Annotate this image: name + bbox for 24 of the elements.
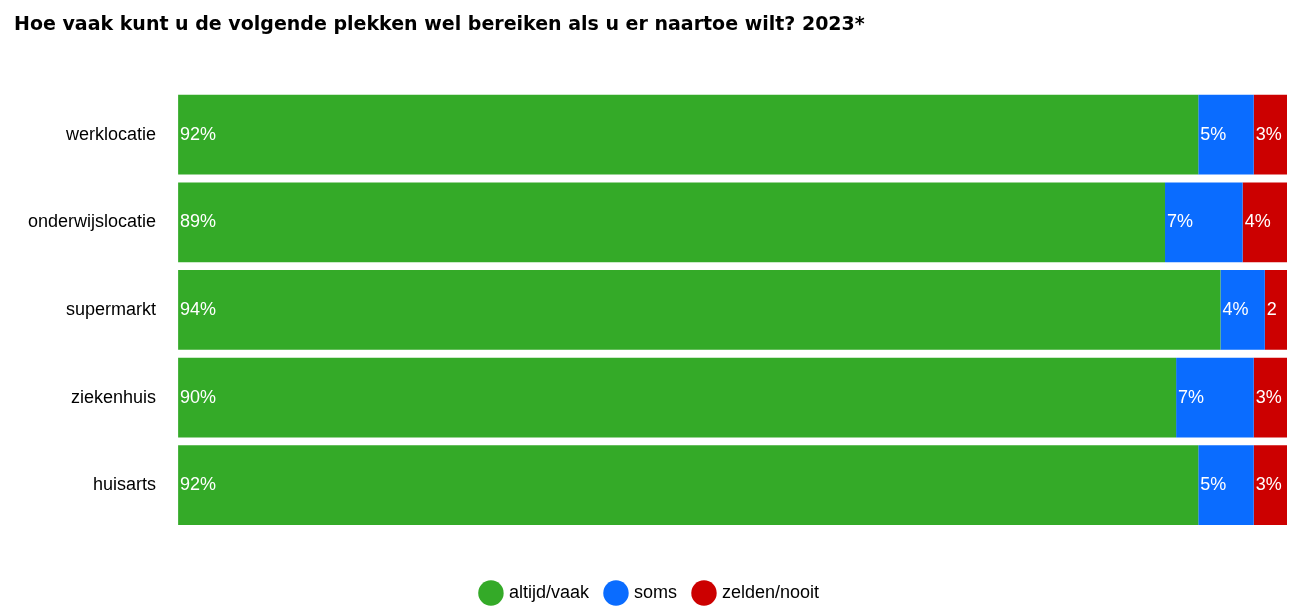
data-label: 3% [1255,123,1282,144]
legend-label: zelden/nooit [721,581,820,602]
y-tick-label: werklocatie [65,123,157,144]
y-tick-label: supermarkt [66,298,157,319]
y-tick-label: huisarts [93,474,157,495]
chart-title: Hoe vaak kunt u de volgende plekken wel bereiken als u er naartoe wilt? 2023* [14,12,865,35]
legend-label: altijd/vaak [508,581,590,602]
data-label: 4% [1244,211,1271,232]
y-tick-label: ziekenhuis [71,386,157,407]
data-label: 3% [1255,474,1282,495]
data-label: 3% [1255,386,1282,407]
data-label: 5% [1200,474,1227,495]
y-tick-label: onderwijslocatie [27,211,157,232]
data-label: 7% [1167,211,1194,232]
data-label: 94% [180,298,217,319]
legend-label: soms [633,581,677,602]
data-label: 4% [1222,298,1249,319]
data-label: 89% [180,211,217,232]
data-label: 2 [1266,298,1277,319]
data-label: 90% [180,386,217,407]
data-label: 92% [180,123,217,144]
data-label: 7% [1178,386,1205,407]
data-label: 5% [1200,123,1227,144]
data-label: 92% [180,474,217,495]
